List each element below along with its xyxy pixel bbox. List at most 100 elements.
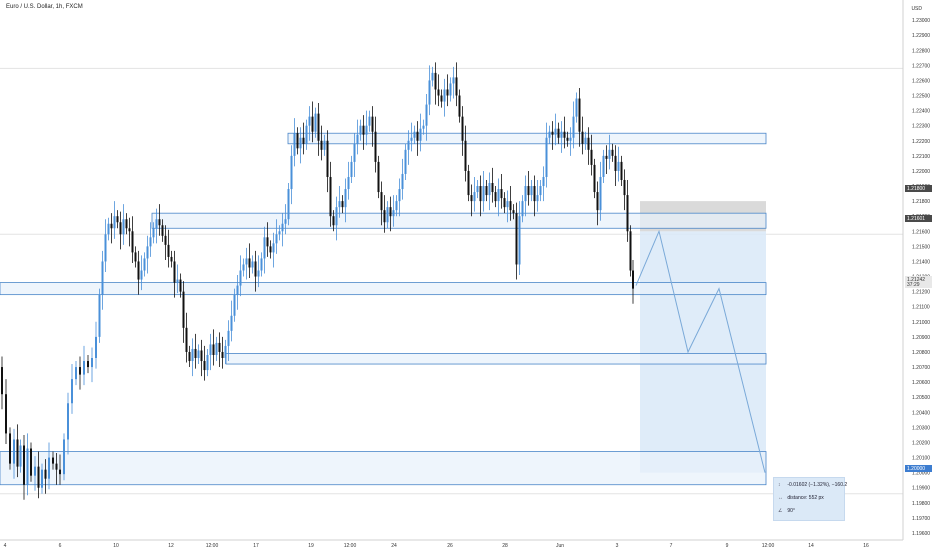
symbol-title: Euro / U.S. Dollar, 1h, FXCM [6,4,83,10]
candle-body [581,131,584,144]
price-badge-label: 1.21800 [907,186,925,192]
candle-body [137,261,140,280]
candle-body [83,361,85,375]
y-tick-label: 1.22000 [912,169,930,175]
candle-body [500,189,503,199]
candle-body [95,336,97,359]
y-tick-label: 1.22100 [912,154,930,160]
candle-body [1,367,3,395]
candle-body [161,225,164,236]
candle-body [578,98,581,132]
candle-body [485,186,488,196]
candle-body [593,164,596,193]
price-badge-label: 1.20000 [907,466,925,472]
candle-body [452,77,455,84]
candle-body [464,140,467,171]
candle-body [227,330,230,346]
candle-body [122,219,125,235]
candle-body [440,95,443,102]
candle-body [434,72,437,90]
candle-body [563,131,566,138]
candle-body [224,345,227,359]
candle-body [380,192,383,211]
candle-body [218,342,221,352]
candle-body [467,170,470,196]
candle-body [332,216,335,226]
candle-body [326,140,329,177]
candle-body [221,351,224,359]
candle-body [254,261,257,277]
candle-body [13,439,15,464]
candle-body [425,104,428,126]
candle-body [320,140,323,150]
y-tick-label: 1.20500 [912,395,930,401]
y-tick-label: 1.21200 [912,290,930,296]
y-tick-label: 1.20700 [912,365,930,371]
candle-body [23,445,25,485]
candle-body [599,176,602,211]
candle-body [473,192,476,202]
measure-change: -0.01602 (−1.32%), −160.2 [787,482,848,488]
y-tick-label: 1.20800 [912,350,930,356]
candle-body [413,131,416,138]
candle-body [569,137,572,141]
candle-body [203,361,206,371]
candle-body [287,189,290,220]
candle-body [536,195,539,202]
candle-body [107,223,110,235]
candle-body [48,457,50,479]
candle-body [383,210,386,223]
candle-body [428,80,431,105]
candle-body [347,176,350,190]
candle-body [419,128,422,141]
candle-body [37,466,40,488]
candle-body [632,270,634,289]
candle-body [152,228,155,238]
target-zone [640,231,766,473]
candle-body [101,261,104,295]
y-tick-label: 1.19800 [912,501,930,507]
zone-box-3 [225,353,767,365]
candle-body [494,192,497,202]
candle-body [140,270,143,280]
candle-body [34,466,36,476]
candle-body [305,125,308,144]
candle-body [302,137,305,144]
x-tick-label: 16 [863,543,869,549]
measure-distance: distance: 552 px [787,495,824,501]
x-tick-label: 19 [308,543,314,549]
y-tick-label: 1.22800 [912,48,930,54]
candle-body [491,183,494,193]
candle-body [344,189,347,208]
candle-body [476,186,479,193]
candle-body [443,89,446,102]
candle-body [278,231,281,235]
candle-body [455,77,458,96]
candle-body [587,137,590,150]
candle-body [311,116,314,132]
y-tick-label: 1.19600 [912,531,930,537]
candle-body [608,149,611,159]
candle-body [194,348,197,359]
y-tick-label: 1.21500 [912,244,930,250]
candle-body [206,354,209,371]
candle-body [71,379,73,404]
candle-body [299,137,302,149]
candle-body [215,342,218,355]
candle-body [446,89,449,96]
candle-body [44,469,47,479]
candle-body [245,258,248,265]
candle-body [359,125,362,135]
y-tick-label: 1.21600 [912,229,930,235]
candle-body [260,258,263,271]
zone-box-0 [287,132,767,145]
candle-body [191,348,194,362]
candle-body [482,186,485,202]
candle-body [296,133,299,149]
candle-body [170,256,173,262]
zone-box-4 [0,451,767,486]
candle-body [521,201,524,217]
candle-body [596,192,599,211]
y-tick-label: 1.22200 [912,139,930,145]
